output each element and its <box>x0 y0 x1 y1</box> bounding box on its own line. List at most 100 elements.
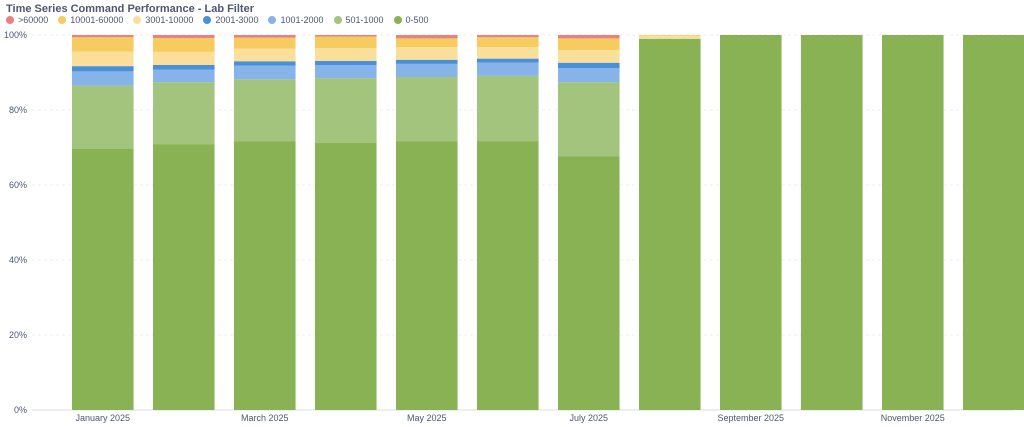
bar-segment[interactable] <box>315 78 377 143</box>
bar-segment[interactable] <box>153 144 215 411</box>
x-tick-label: July 2025 <box>570 413 609 423</box>
bar-segment[interactable] <box>558 156 620 411</box>
bar-stack[interactable] <box>315 35 377 410</box>
x-tick-label: September 2025 <box>718 413 785 423</box>
bar-stack[interactable] <box>639 35 701 410</box>
bar-segment[interactable] <box>72 71 134 86</box>
legend-item-5[interactable]: 501-1000 <box>333 15 384 25</box>
bar-segment[interactable] <box>396 63 458 77</box>
bar-segment[interactable] <box>315 143 377 410</box>
bar-segment[interactable] <box>234 35 296 38</box>
y-tick-label: 80% <box>9 105 27 115</box>
bar-stack[interactable] <box>801 35 863 410</box>
bar-segment[interactable] <box>315 35 377 37</box>
bar-segment[interactable] <box>153 69 215 83</box>
bar-segment[interactable] <box>477 35 539 38</box>
bar-segment[interactable] <box>153 51 215 65</box>
bar-segment[interactable] <box>315 48 377 61</box>
legend-item-1[interactable]: 10001-60000 <box>58 15 123 25</box>
bar-segment[interactable] <box>396 59 458 64</box>
bar-segment[interactable] <box>882 35 944 410</box>
legend-label: 1001-2000 <box>280 15 324 25</box>
bar-segment[interactable] <box>234 48 296 62</box>
bar-stack[interactable] <box>963 35 1024 410</box>
bar-stack[interactable] <box>720 35 782 410</box>
x-tick-label: November 2025 <box>881 413 945 423</box>
bar-segment[interactable] <box>477 62 539 76</box>
bar-segment[interactable] <box>558 50 620 63</box>
legend-label: 10001-60000 <box>70 15 124 25</box>
bar-segment[interactable] <box>396 77 458 142</box>
bar-stack[interactable] <box>396 35 458 410</box>
legend-label: 0-500 <box>405 15 429 25</box>
legend-item-2[interactable]: 3001-10000 <box>133 15 193 25</box>
bar-segment[interactable] <box>558 38 620 50</box>
x-tick-label: March 2025 <box>241 413 289 423</box>
legend-label: 3001-10000 <box>145 15 194 25</box>
bar-segment[interactable] <box>558 35 620 39</box>
legend-swatch <box>393 16 402 24</box>
bar-segment[interactable] <box>801 35 863 410</box>
bar-segment[interactable] <box>72 51 134 67</box>
bar-segment[interactable] <box>72 85 134 149</box>
bar-stack[interactable] <box>153 35 215 410</box>
bar-segment[interactable] <box>477 37 539 47</box>
bar-stack[interactable] <box>72 35 134 410</box>
bar-segment[interactable] <box>72 66 134 72</box>
legend-swatch <box>133 16 142 24</box>
legend-label: 2001-3000 <box>215 15 259 25</box>
bar-segment[interactable] <box>558 82 620 157</box>
bar-segment[interactable] <box>315 65 377 79</box>
bar-segment[interactable] <box>639 38 701 410</box>
bar-segment[interactable] <box>72 37 134 52</box>
bar-segment[interactable] <box>315 36 377 49</box>
legend-swatch <box>268 16 277 24</box>
bar-segment[interactable] <box>963 35 1024 410</box>
legend-item-6[interactable]: 0-500 <box>393 15 429 25</box>
bar-stack[interactable] <box>558 35 620 410</box>
bar-segment[interactable] <box>477 58 539 63</box>
bar-segment[interactable] <box>234 79 296 142</box>
legend-item-3[interactable]: 2001-3000 <box>203 15 258 25</box>
bar-segment[interactable] <box>558 62 620 68</box>
bar-segment[interactable] <box>72 35 134 38</box>
legend-swatch <box>333 16 342 24</box>
bar-segment[interactable] <box>153 82 215 145</box>
bar-segment[interactable] <box>639 35 701 36</box>
bar-segment[interactable] <box>477 141 539 411</box>
legend-label: 501-1000 <box>345 15 384 25</box>
y-tick-label: 40% <box>9 255 27 265</box>
legend-item-4[interactable]: 1001-2000 <box>268 15 324 25</box>
x-tick-label: January 2025 <box>76 413 131 423</box>
chart-title: Time Series Command Performance - Lab Fi… <box>6 3 254 15</box>
bar-segment[interactable] <box>639 35 701 39</box>
bar-segment[interactable] <box>153 65 215 70</box>
bar-stack[interactable] <box>477 35 539 410</box>
bar-segment[interactable] <box>72 148 134 410</box>
bar-segment[interactable] <box>477 75 539 142</box>
bar-segment[interactable] <box>558 68 620 83</box>
bar-segment[interactable] <box>396 47 458 60</box>
legend-swatch <box>6 16 14 24</box>
bar-stack[interactable] <box>234 35 296 410</box>
bar-segment[interactable] <box>396 35 458 39</box>
legend-item-0[interactable]: >60000 <box>6 15 48 25</box>
bar-segment[interactable] <box>477 47 539 59</box>
bar-segment[interactable] <box>234 37 296 49</box>
y-tick-label: 0% <box>14 405 27 415</box>
bar-segment[interactable] <box>720 35 782 410</box>
bar-segment[interactable] <box>153 38 215 52</box>
bar-segment[interactable] <box>234 65 296 80</box>
legend-swatch <box>58 16 67 24</box>
bar-segment[interactable] <box>396 38 458 47</box>
legend-label: >60000 <box>18 15 49 25</box>
chart-legend: >60000 10001-60000 3001-10000 2001-3000 1001… <box>6 15 429 25</box>
bar-segment[interactable] <box>234 141 296 410</box>
bar-segment[interactable] <box>396 141 458 411</box>
bar-segment[interactable] <box>315 60 377 65</box>
bar-segment[interactable] <box>153 35 215 38</box>
x-tick-label: May 2025 <box>407 413 447 423</box>
bar-stack[interactable] <box>882 35 944 410</box>
bar-segment[interactable] <box>234 61 296 66</box>
